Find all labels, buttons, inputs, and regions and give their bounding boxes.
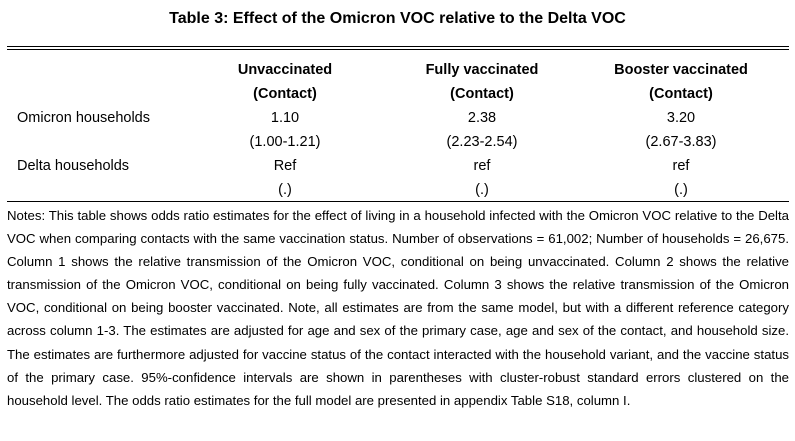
table-cell-delta-fully-vaccinated-ci: (.) — [475, 182, 489, 198]
table-notes: Notes: This table shows odds ratio estim… — [7, 208, 789, 408]
table-cell-omicron-unvaccinated-ci: (1.00-1.21) — [249, 134, 321, 150]
table-cell-delta-unvaccinated: Ref — [273, 158, 297, 174]
table-cell-omicron-fully-vaccinated: 2.38 — [467, 110, 497, 126]
table-cell-delta-booster-vaccinated-ci: (.) — [674, 182, 688, 198]
table-cell-omicron-booster-vaccinated-ci: (2.67-3.83) — [645, 134, 717, 150]
table-title: Table 3: Effect of the Omicron VOC relat… — [169, 10, 626, 27]
table-cell-delta-fully-vaccinated: ref — [473, 158, 491, 174]
column-subheader-booster-vaccinated: (Contact) — [649, 86, 713, 102]
column-subheader-unvaccinated: (Contact) — [253, 86, 317, 102]
table-cell-omicron-fully-vaccinated-ci: (2.23-2.54) — [446, 134, 518, 150]
row-label-delta-households: Delta households — [17, 158, 130, 174]
column-header-booster-vaccinated: Booster vaccinated — [614, 62, 748, 78]
column-header-unvaccinated: Unvaccinated — [237, 62, 333, 78]
row-label-omicron-households: Omicron households — [17, 110, 150, 126]
table-cell-omicron-unvaccinated: 1.10 — [270, 110, 300, 126]
top-rule-lower — [7, 49, 789, 50]
table-cell-delta-unvaccinated-ci: (.) — [278, 182, 292, 198]
top-rule-upper — [7, 46, 789, 47]
column-subheader-fully-vaccinated: (Contact) — [450, 86, 514, 102]
bottom-rule — [7, 201, 789, 202]
table-cell-omicron-booster-vaccinated: 3.20 — [666, 110, 696, 126]
table-cell-delta-booster-vaccinated: ref — [672, 158, 690, 174]
column-header-fully-vaccinated: Fully vaccinated — [425, 62, 539, 78]
